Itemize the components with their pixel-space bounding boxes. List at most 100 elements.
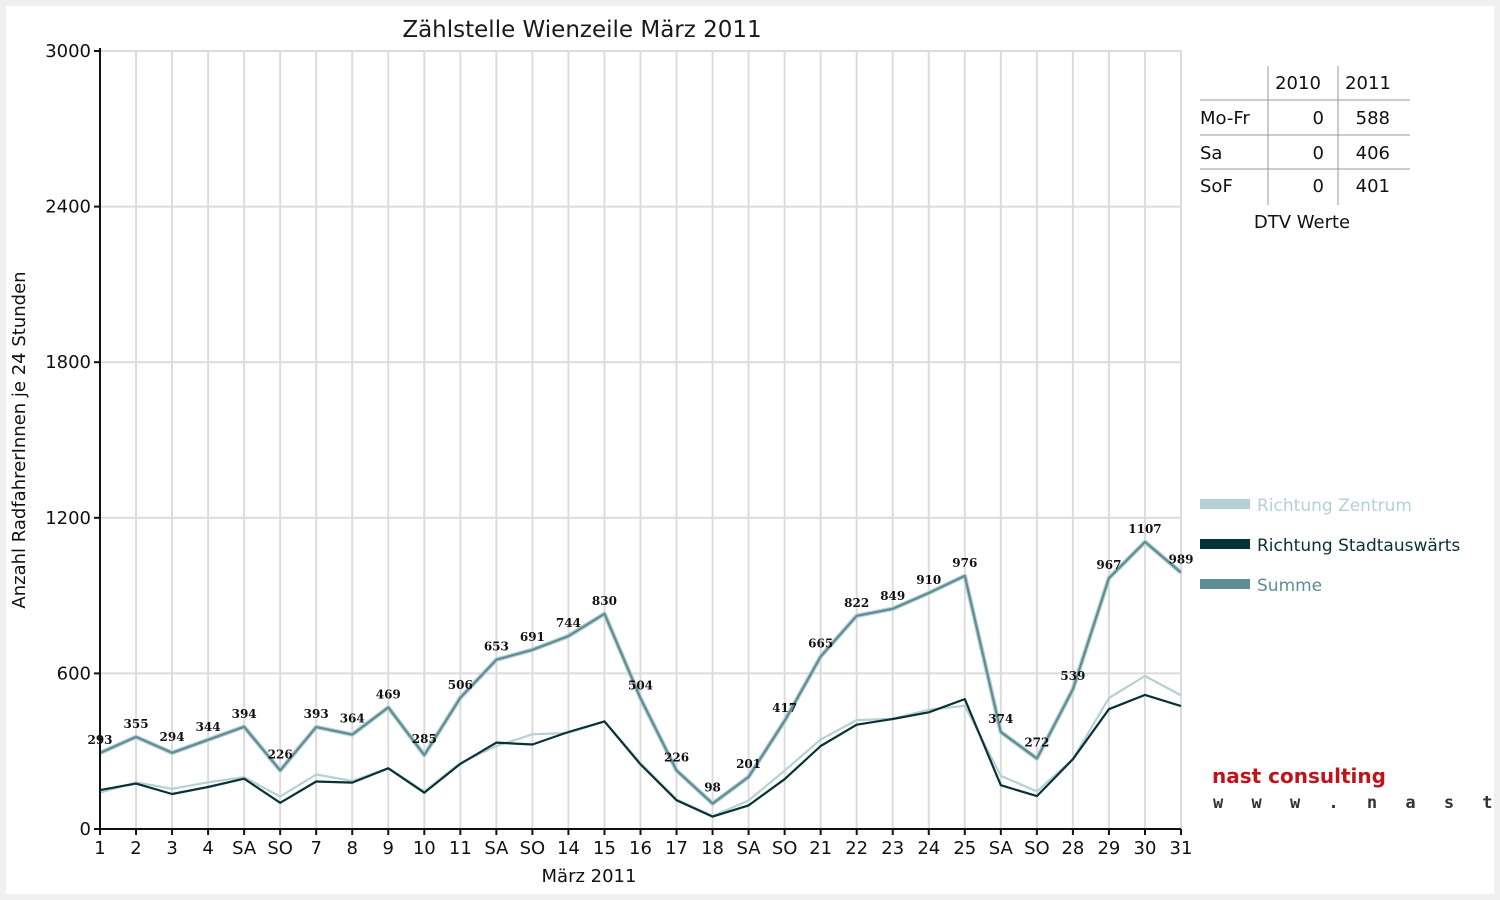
x-tick-label: SA: [484, 838, 509, 859]
x-tick-label: SO: [267, 838, 293, 859]
x-tick-label: 17: [665, 838, 688, 859]
chart-canvas: [6, 6, 1494, 894]
dtv-cell: 406: [1356, 143, 1390, 164]
x-tick-label: 9: [383, 838, 394, 859]
data-label: 293: [87, 733, 112, 747]
dtv-col-2010: 2010: [1275, 73, 1321, 94]
x-tick-label: SA: [737, 838, 762, 859]
y-tick-label: 600: [57, 663, 91, 684]
data-label: 822: [844, 596, 869, 610]
data-label: 417: [772, 701, 797, 715]
dtv-cell: 0: [1313, 108, 1324, 129]
data-label: 393: [304, 707, 329, 721]
nast-logo: nast consulting w w w . n a s t . a t: [1200, 750, 1500, 825]
x-tick-label: 18: [701, 838, 724, 859]
series-line: [99, 540, 1182, 805]
data-label: 665: [808, 637, 833, 651]
data-label: 506: [448, 678, 473, 692]
legend-label-zentrum: Richtung Zentrum: [1257, 496, 1412, 516]
x-tick-label: SO: [520, 838, 546, 859]
data-label: 539: [1060, 669, 1085, 683]
legend-label-summe: Summe: [1257, 576, 1322, 596]
data-label: 272: [1024, 735, 1049, 749]
data-label: 98: [704, 781, 721, 795]
legend-label-stadtauswaerts: Richtung Stadtauswärts: [1257, 536, 1460, 556]
x-tick-label: 10: [413, 838, 436, 859]
legend-swatch-stadtauswaerts: [1200, 539, 1250, 549]
data-label: 1107: [1128, 522, 1161, 536]
x-tick-label: 7: [310, 838, 321, 859]
x-tick-label: 16: [629, 838, 652, 859]
data-label: 294: [160, 730, 185, 744]
y-tick-label: 3000: [45, 41, 91, 62]
data-label: 374: [988, 712, 1013, 726]
data-label: 910: [916, 573, 941, 587]
x-tick-label: 1: [94, 838, 105, 859]
data-label: 976: [952, 556, 977, 570]
dtv-cell: 401: [1356, 176, 1390, 197]
dtv-cell: 588: [1356, 108, 1390, 129]
dtv-row-label: Sa: [1200, 143, 1222, 164]
x-tick-label: 28: [1061, 838, 1084, 859]
x-tick-label: 11: [449, 838, 472, 859]
x-tick-label: 23: [881, 838, 904, 859]
x-tick-label: 24: [917, 838, 940, 859]
data-label: 344: [196, 720, 221, 734]
y-tick-label: 1800: [45, 352, 91, 373]
x-tick-label: 25: [953, 838, 976, 859]
x-tick-label: 29: [1097, 838, 1120, 859]
dtv-row-label: Mo-Fr: [1200, 108, 1250, 129]
data-label: 394: [232, 707, 257, 721]
dtv-table: 2010 2011 Mo-Fr 0 588 Sa 0 406 SoF 0 401…: [1200, 66, 1410, 233]
data-label: 967: [1096, 558, 1121, 572]
chart-title: Zählstelle Wienzeile März 2011: [402, 17, 761, 43]
data-label: 469: [376, 687, 401, 701]
data-label: 504: [628, 678, 653, 692]
series-lines: [99, 539, 1183, 818]
dtv-caption: DTV Werte: [1254, 212, 1350, 233]
x-tick-label: 2: [130, 838, 141, 859]
logo-url: w w w . n a s t . a t: [1213, 793, 1500, 813]
data-label: 830: [592, 594, 617, 608]
x-tick-label: 21: [809, 838, 832, 859]
dtv-col-2011: 2011: [1345, 73, 1391, 94]
data-label: 364: [340, 712, 365, 726]
data-labels: 293 355 294 344 394 226 393 364 469 285 506 653 691 7…: [87, 522, 1193, 795]
y-tick-label: 2400: [45, 197, 91, 218]
x-tick-label: 22: [845, 838, 868, 859]
axes: [94, 48, 1182, 835]
data-label: 285: [412, 732, 437, 746]
legend: Richtung Zentrum Richtung Stadtauswärts …: [1200, 496, 1460, 596]
x-tick-label: 14: [557, 838, 580, 859]
data-label: 691: [520, 630, 545, 644]
x-tick-label: 15: [593, 838, 616, 859]
data-label: 744: [556, 616, 581, 630]
x-tick-label: 8: [347, 838, 358, 859]
data-label: 355: [124, 717, 149, 731]
data-label: 849: [880, 589, 905, 603]
data-label: 989: [1168, 553, 1193, 567]
x-tick-label: SO: [772, 838, 798, 859]
data-label: 201: [736, 757, 761, 771]
x-axis-label: März 2011: [542, 866, 637, 887]
x-tick-label: SA: [232, 838, 257, 859]
y-tick-label: 0: [80, 819, 91, 840]
data-label: 226: [268, 747, 293, 761]
legend-swatch-summe: [1200, 579, 1250, 589]
y-axis-label: Anzahl RadfahrerInnen je 24 Stunden: [9, 271, 30, 608]
x-tick-label: SO: [1024, 838, 1050, 859]
x-tick-label: SA: [989, 838, 1014, 859]
data-label: 226: [664, 750, 689, 764]
dtv-cell: 0: [1313, 143, 1324, 164]
dtv-cell: 0: [1313, 176, 1324, 197]
legend-swatch-zentrum: [1200, 499, 1250, 509]
x-tick-label: 4: [202, 838, 213, 859]
logo-box: [1200, 750, 1443, 825]
data-label: 653: [484, 640, 509, 654]
x-tick-label: 31: [1170, 838, 1193, 859]
y-tick-label: 1200: [45, 508, 91, 529]
x-tick-label: 30: [1134, 838, 1157, 859]
